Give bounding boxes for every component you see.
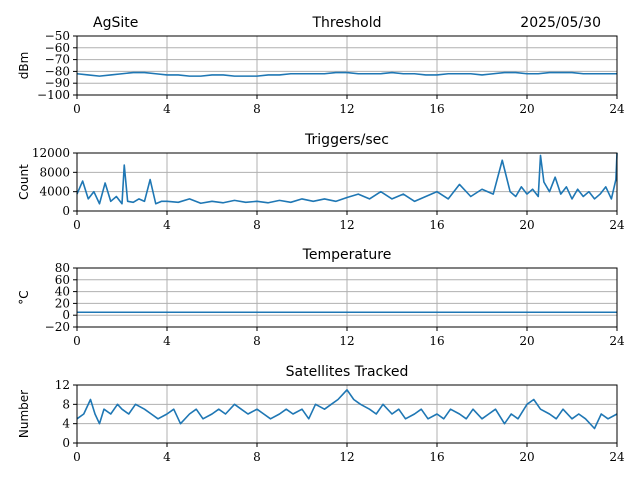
x-tick-label: 20 bbox=[519, 450, 534, 464]
y-tick-label: −60 bbox=[45, 41, 70, 55]
x-tick-label: 16 bbox=[429, 334, 444, 348]
x-tick-label: 4 bbox=[163, 450, 171, 464]
x-tick-label: 8 bbox=[253, 450, 261, 464]
y-tick-label: 80 bbox=[55, 261, 70, 275]
x-tick-label: 0 bbox=[73, 218, 81, 232]
y-tick-label: 0 bbox=[62, 204, 70, 218]
x-tick-label: 0 bbox=[73, 102, 81, 116]
x-tick-label: 16 bbox=[429, 218, 444, 232]
x-tick-label: 8 bbox=[253, 218, 261, 232]
x-tick-label: 20 bbox=[519, 218, 534, 232]
x-tick-label: 12 bbox=[339, 102, 354, 116]
x-tick-label: 20 bbox=[519, 334, 534, 348]
x-tick-label: 8 bbox=[253, 334, 261, 348]
x-tick-label: 0 bbox=[73, 450, 81, 464]
panel-title: Satellites Tracked bbox=[286, 364, 409, 380]
date-label: 2025/05/30 bbox=[520, 15, 601, 31]
x-tick-label: 0 bbox=[73, 334, 81, 348]
x-tick-label: 24 bbox=[609, 102, 625, 116]
site-label: AgSite bbox=[93, 15, 138, 31]
panel-2: 0 4 8 12 16 20 24 0 4000 8000 12000 Triggers/sec Cou… bbox=[17, 132, 625, 232]
y-axis-label: Number bbox=[17, 390, 31, 438]
y-tick-label: −80 bbox=[45, 64, 70, 78]
panel-1: 0 4 8 12 16 20 24 −100−90−80−70−60−50 Threshold d… bbox=[17, 15, 625, 116]
x-tick-label: 4 bbox=[163, 102, 171, 116]
panel-title: Triggers/sec bbox=[304, 132, 389, 148]
y-tick-label: −50 bbox=[45, 29, 70, 43]
x-tick-label: 4 bbox=[163, 334, 171, 348]
y-tick-label: −100 bbox=[37, 88, 70, 102]
x-tick-label: 8 bbox=[253, 102, 261, 116]
x-tick-label: 12 bbox=[339, 334, 354, 348]
series-line bbox=[76, 389, 618, 430]
series-line bbox=[76, 152, 618, 205]
y-tick-label: 0 bbox=[62, 436, 70, 450]
y-tick-label: 20 bbox=[55, 296, 70, 310]
series-line bbox=[76, 71, 617, 77]
y-tick-label: 60 bbox=[55, 273, 70, 287]
panels-group: 0 4 8 12 16 20 24 −100−90−80−70−60−50 Threshold d… bbox=[17, 15, 625, 464]
x-tick-label: 12 bbox=[339, 450, 354, 464]
y-tick-label: −90 bbox=[45, 76, 70, 90]
x-tick-label: 24 bbox=[609, 334, 625, 348]
x-tick-label: 16 bbox=[429, 450, 444, 464]
y-axis-label: Count bbox=[17, 164, 31, 200]
y-tick-label: −70 bbox=[45, 53, 70, 67]
y-axis-label: dBm bbox=[17, 52, 31, 80]
x-tick-label: 24 bbox=[609, 450, 625, 464]
y-tick-label: 8000 bbox=[39, 165, 70, 179]
y-tick-label: −20 bbox=[45, 320, 70, 334]
y-tick-label: 12000 bbox=[32, 146, 70, 160]
y-tick-label: 4000 bbox=[39, 185, 70, 199]
panel-4: 0 4 8 12 16 20 24 0 4 8 12 Satellites Tracked Number bbox=[17, 364, 625, 464]
x-tick-label: 4 bbox=[163, 218, 171, 232]
y-tick-label: 4 bbox=[62, 417, 70, 431]
x-tick-label: 12 bbox=[339, 218, 354, 232]
y-tick-label: 12 bbox=[55, 378, 70, 392]
y-axis-label: °C bbox=[17, 290, 31, 304]
panel-title: Threshold bbox=[312, 15, 382, 31]
y-tick-label: 0 bbox=[62, 308, 70, 322]
x-tick-label: 16 bbox=[429, 102, 444, 116]
y-tick-label: 8 bbox=[62, 397, 70, 411]
y-tick-label: 40 bbox=[55, 285, 70, 299]
x-tick-label: 24 bbox=[609, 218, 625, 232]
x-tick-label: 20 bbox=[519, 102, 534, 116]
panel-title: Temperature bbox=[302, 247, 392, 263]
